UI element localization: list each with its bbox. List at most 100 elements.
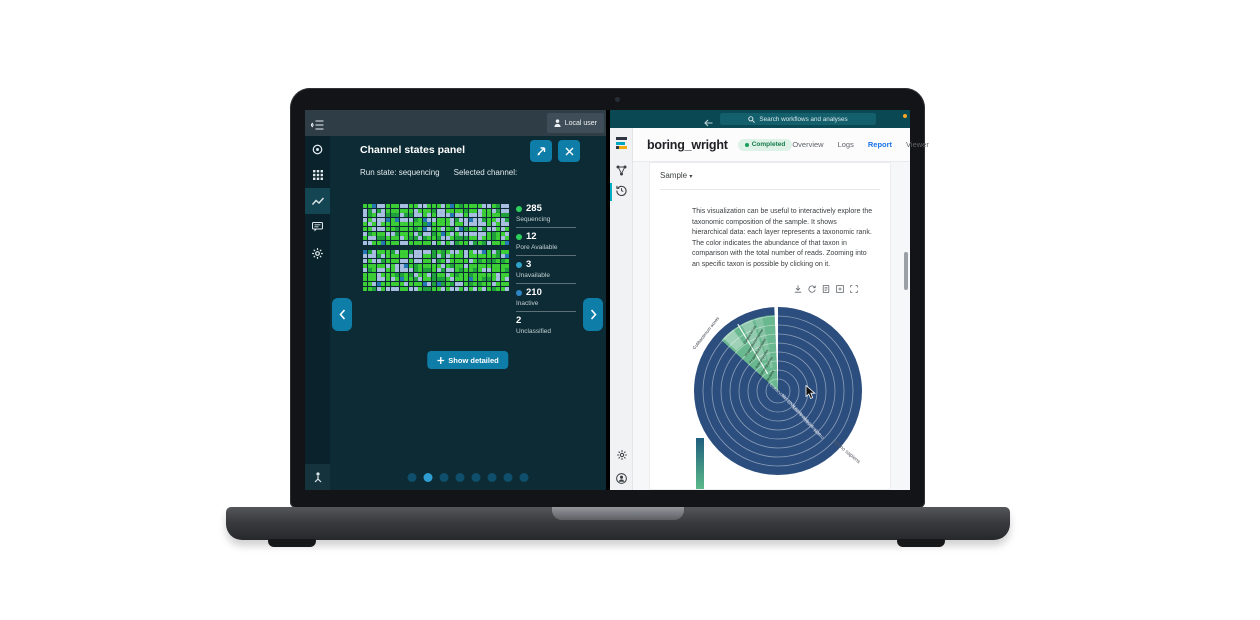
channel-cell[interactable] bbox=[445, 236, 450, 241]
channel-cell[interactable] bbox=[404, 236, 409, 241]
tab-logs[interactable]: Logs bbox=[837, 140, 854, 149]
channel-cell[interactable] bbox=[390, 249, 395, 254]
channel-cell[interactable] bbox=[427, 236, 432, 241]
channel-cell[interactable] bbox=[404, 240, 409, 245]
channel-cell[interactable] bbox=[372, 217, 377, 222]
channel-cell[interactable] bbox=[431, 277, 436, 282]
channel-cell[interactable] bbox=[413, 258, 418, 263]
channel-cell[interactable] bbox=[413, 217, 418, 222]
channel-cell[interactable] bbox=[464, 208, 469, 213]
channel-cell[interactable] bbox=[445, 213, 450, 218]
back-button[interactable] bbox=[704, 114, 713, 132]
channel-cell[interactable] bbox=[363, 204, 367, 208]
channel-cell[interactable] bbox=[454, 226, 459, 231]
pagination-dot[interactable] bbox=[407, 473, 417, 482]
channel-cell[interactable] bbox=[363, 240, 367, 245]
channel-cell[interactable] bbox=[441, 226, 446, 231]
channel-cell[interactable] bbox=[431, 231, 436, 236]
carousel-prev-button[interactable] bbox=[332, 298, 352, 331]
channel-cell[interactable] bbox=[422, 231, 427, 236]
channel-cell[interactable] bbox=[422, 240, 427, 245]
channel-cell[interactable] bbox=[441, 213, 446, 218]
channel-cell[interactable] bbox=[385, 272, 390, 277]
channel-cell[interactable] bbox=[422, 236, 427, 241]
channel-cell[interactable] bbox=[459, 240, 464, 245]
pagination-dot[interactable] bbox=[503, 473, 513, 482]
channel-cell[interactable] bbox=[385, 249, 390, 254]
channel-cell[interactable] bbox=[390, 204, 395, 208]
channel-cell[interactable] bbox=[390, 208, 395, 213]
channel-cell[interactable] bbox=[431, 240, 436, 245]
channel-cell[interactable] bbox=[418, 254, 423, 259]
channel-grid[interactable] bbox=[363, 204, 510, 291]
channel-cell[interactable] bbox=[395, 286, 400, 291]
channel-cell[interactable] bbox=[427, 226, 432, 231]
channel-cell[interactable] bbox=[450, 281, 455, 286]
pagination-dot[interactable] bbox=[455, 473, 465, 482]
channel-cell[interactable] bbox=[408, 236, 413, 241]
channel-cell[interactable] bbox=[427, 277, 432, 282]
channel-cell[interactable] bbox=[459, 249, 464, 254]
channel-cell[interactable] bbox=[413, 249, 418, 254]
channel-cell[interactable] bbox=[395, 258, 400, 263]
channel-cell[interactable] bbox=[376, 263, 381, 268]
channel-cell[interactable] bbox=[404, 213, 409, 218]
channel-cell[interactable] bbox=[413, 236, 418, 241]
channel-cell[interactable] bbox=[404, 263, 409, 268]
channel-cell[interactable] bbox=[408, 213, 413, 218]
channel-cell[interactable] bbox=[431, 268, 436, 273]
channel-cell[interactable] bbox=[505, 204, 510, 208]
channel-cell[interactable] bbox=[464, 281, 469, 286]
channel-cell[interactable] bbox=[491, 263, 496, 268]
channel-cell[interactable] bbox=[427, 272, 432, 277]
channel-cell[interactable] bbox=[404, 286, 409, 291]
channel-cell[interactable] bbox=[441, 263, 446, 268]
channel-cell[interactable] bbox=[473, 236, 478, 241]
channel-cell[interactable] bbox=[496, 272, 501, 277]
channel-cell[interactable] bbox=[418, 268, 423, 273]
channel-cell[interactable] bbox=[381, 204, 386, 208]
show-detailed-button[interactable]: Show detailed bbox=[427, 351, 509, 369]
channel-cell[interactable] bbox=[427, 286, 432, 291]
channel-cell[interactable] bbox=[477, 240, 482, 245]
channel-cell[interactable] bbox=[477, 204, 482, 208]
channel-cell[interactable] bbox=[487, 226, 492, 231]
channel-cell[interactable] bbox=[381, 249, 386, 254]
channel-cell[interactable] bbox=[431, 217, 436, 222]
channel-cell[interactable] bbox=[418, 231, 423, 236]
epi2me-logo[interactable] bbox=[616, 137, 627, 151]
channel-cell[interactable] bbox=[445, 258, 450, 263]
channel-cell[interactable] bbox=[436, 249, 441, 254]
channel-cell[interactable] bbox=[399, 236, 404, 241]
channel-cell[interactable] bbox=[367, 204, 372, 208]
channel-cell[interactable] bbox=[445, 217, 450, 222]
channel-cell[interactable] bbox=[413, 240, 418, 245]
channel-cell[interactable] bbox=[500, 258, 505, 263]
channel-cell[interactable] bbox=[385, 213, 390, 218]
channel-cell[interactable] bbox=[464, 263, 469, 268]
channel-cell[interactable] bbox=[395, 231, 400, 236]
channel-cell[interactable] bbox=[500, 204, 505, 208]
channel-cell[interactable] bbox=[376, 217, 381, 222]
channel-cell[interactable] bbox=[487, 231, 492, 236]
channel-cell[interactable] bbox=[505, 277, 510, 282]
channel-cell[interactable] bbox=[441, 258, 446, 263]
channel-cell[interactable] bbox=[473, 208, 478, 213]
channel-cell[interactable] bbox=[372, 258, 377, 263]
sidebar-item-connections[interactable] bbox=[305, 464, 330, 490]
channel-cell[interactable] bbox=[505, 222, 510, 227]
channel-cell[interactable] bbox=[505, 226, 510, 231]
channel-cell[interactable] bbox=[418, 204, 423, 208]
channel-cell[interactable] bbox=[404, 272, 409, 277]
pagination-dot[interactable] bbox=[487, 473, 497, 482]
channel-cell[interactable] bbox=[491, 249, 496, 254]
sidebar-item-history[interactable] bbox=[610, 185, 633, 196]
channel-cell[interactable] bbox=[473, 268, 478, 273]
channel-cell[interactable] bbox=[376, 208, 381, 213]
channel-cell[interactable] bbox=[482, 258, 487, 263]
channel-cell[interactable] bbox=[505, 281, 510, 286]
channel-cell[interactable] bbox=[468, 217, 473, 222]
channel-cell[interactable] bbox=[477, 222, 482, 227]
channel-cell[interactable] bbox=[441, 222, 446, 227]
channel-cell[interactable] bbox=[445, 240, 450, 245]
